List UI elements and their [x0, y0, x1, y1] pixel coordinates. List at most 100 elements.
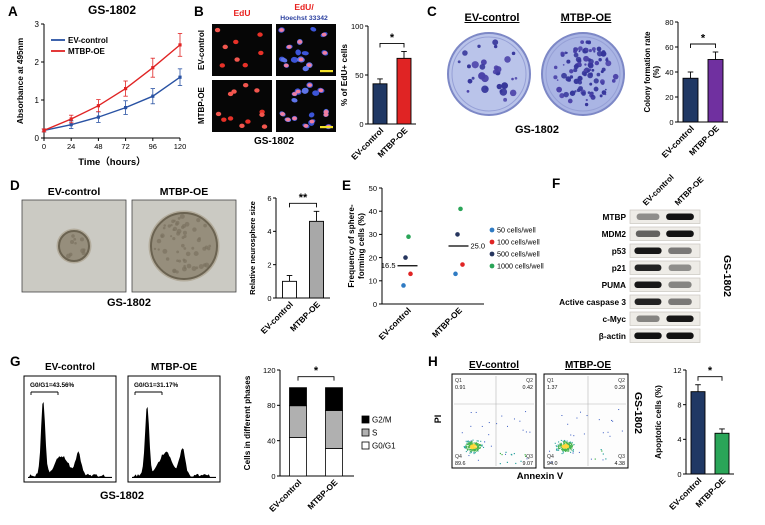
svg-text:1000 cells/well: 1000 cells/well [497, 262, 544, 271]
merged-column-header: EdU/ Hoechst 33342 [272, 2, 336, 23]
panel-b-label: B [194, 4, 204, 19]
svg-text:0.29: 0.29 [615, 385, 626, 391]
svg-text:Q4: Q4 [547, 454, 554, 460]
svg-text:Frequency of sphere-: Frequency of sphere- [347, 204, 356, 288]
svg-text:Active caspase 3: Active caspase 3 [559, 297, 626, 307]
svg-text:1: 1 [35, 96, 40, 105]
svg-text:EV-control: EV-control [267, 477, 303, 513]
svg-text:0: 0 [42, 142, 46, 151]
bar-EV-control [282, 280, 297, 299]
svg-text:MTBP: MTBP [602, 212, 626, 222]
svg-text:8: 8 [677, 400, 681, 409]
svg-text:Q3: Q3 [618, 454, 625, 460]
svg-text:48: 48 [94, 142, 102, 151]
merged-header-line2: Hoechst 33342 [280, 14, 328, 22]
svg-text:3: 3 [35, 20, 40, 29]
blot-strip-c-Myc [629, 311, 701, 326]
merged-header-line1: EdU/ [294, 2, 314, 12]
panel-d-label: D [10, 178, 20, 193]
svg-text:S: S [372, 429, 377, 438]
svg-text:*: * [314, 365, 319, 377]
scale-bar [320, 70, 333, 73]
blot-strip-β-actin [629, 328, 701, 343]
svg-text:Cells in different phases: Cells in different phases [243, 375, 252, 470]
svg-text:p53: p53 [612, 246, 627, 256]
svg-text:MTBP-OE: MTBP-OE [673, 174, 706, 207]
dish [447, 32, 531, 116]
bar-MTBP-OE [714, 432, 730, 475]
blot-strip-PUMA [629, 277, 701, 292]
bar-EV-control [682, 77, 699, 123]
svg-text:c-Myc: c-Myc [602, 314, 626, 324]
svg-text:4: 4 [677, 435, 681, 444]
svg-text:β-actin: β-actin [599, 331, 626, 341]
cell-cycle-stacked-bar-chart: 0 40 80 120 Cells in different phases EV-cont… [243, 365, 396, 514]
svg-text:0: 0 [267, 294, 271, 303]
hist-label-mtbp-oe: MTBP-OE [150, 362, 198, 373]
svg-text:GS-1802: GS-1802 [721, 255, 733, 297]
svg-text:Q3: Q3 [526, 454, 533, 460]
bar-MTBP-OE [396, 57, 412, 125]
svg-text:80: 80 [267, 401, 275, 410]
svg-text:(%): (%) [652, 66, 661, 79]
colony-formation-dishes [447, 32, 625, 116]
svg-text:Q2: Q2 [526, 378, 533, 384]
segment-G0/G1 [325, 448, 343, 477]
svg-text:72: 72 [121, 142, 129, 151]
segment-G2/M [289, 387, 307, 407]
blot-strip-MTBP [629, 209, 701, 224]
segment-S [325, 410, 343, 449]
svg-text:24: 24 [67, 142, 75, 151]
panel-d-cellline-caption: GS-1802 [106, 297, 152, 309]
svg-text:*: * [390, 32, 395, 44]
svg-text:500 cells/well: 500 cells/well [497, 250, 540, 259]
svg-text:Q2: Q2 [618, 378, 625, 384]
segment-G2/M [325, 387, 343, 411]
panel-a-title: GS-1802 [87, 3, 137, 17]
blot-strip-MDM2 [629, 226, 701, 241]
panel-c-cellline-caption: GS-1802 [514, 124, 560, 136]
svg-text:6: 6 [267, 194, 271, 203]
svg-text:EV-control: EV-control [68, 36, 108, 45]
svg-text:forming cells (%): forming cells (%) [357, 213, 366, 279]
svg-text:MTBP-OE: MTBP-OE [288, 299, 322, 333]
svg-text:MTBP-OE: MTBP-OE [430, 305, 464, 339]
svg-text:25.0: 25.0 [471, 242, 486, 251]
svg-text:*: * [701, 33, 706, 45]
series-MTBP-OE [43, 44, 181, 132]
svg-text:**: ** [299, 192, 308, 204]
svg-text:Colony formation rate: Colony formation rate [643, 31, 652, 113]
panel-h-label: H [428, 354, 438, 369]
svg-text:G2/M: G2/M [372, 416, 392, 425]
svg-text:G0/G1=43.56%: G0/G1=43.56% [30, 382, 75, 389]
dish-label-mtbp-oe: MTBP-OE [560, 12, 612, 24]
annexin-pi-dot-plots: Q10.91Q20.42Q489.6Q39.07Q11.37Q20.29Q494… [451, 373, 629, 469]
bar-MTBP-OE [309, 220, 324, 299]
svg-text:Q1: Q1 [547, 378, 554, 384]
svg-text:PUMA: PUMA [602, 280, 626, 290]
sphere-label-ev-control: EV-control [47, 186, 101, 198]
row-label-mtbp-oe: MTBP-OE [197, 87, 206, 125]
sphere-frequency-scatter-plot: 0 10 20 30 40 50 Frequency of sphere-forming c… [347, 184, 544, 342]
facs-label-mtbp-oe: MTBP-OE [564, 360, 612, 371]
segment-S [289, 405, 307, 438]
svg-text:40: 40 [369, 207, 377, 216]
neurosphere-size-bar-chart: 0 2 4 6 Relative neurosphere sizeEV-controlM… [248, 192, 330, 336]
series-EV-control [43, 76, 181, 132]
svg-text:p21: p21 [612, 263, 627, 273]
svg-text:*: * [708, 365, 713, 377]
panel-g-label: G [10, 354, 21, 369]
svg-text:40: 40 [267, 436, 275, 445]
svg-text:96: 96 [149, 142, 157, 151]
neurosphere-images [21, 199, 237, 293]
bar-EV-control [690, 391, 706, 475]
svg-text:1.37: 1.37 [547, 385, 558, 391]
svg-text:89.6: 89.6 [455, 461, 466, 467]
svg-text:Absorbance at 495nm: Absorbance at 495nm [15, 38, 25, 124]
panel-e-label: E [342, 178, 352, 193]
